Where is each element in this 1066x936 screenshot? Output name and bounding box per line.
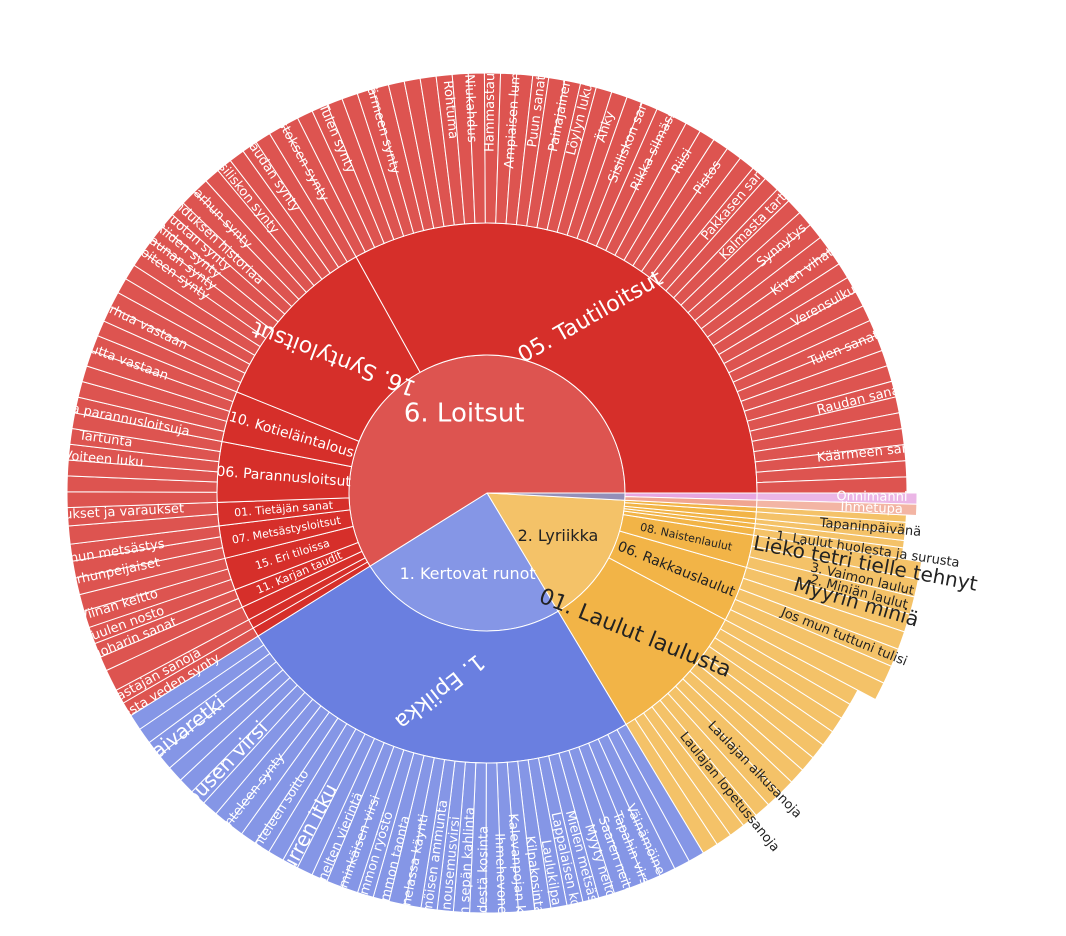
outer-label: Onnimanni — [836, 489, 907, 505]
slice-lyriikka-3-0[interactable] — [753, 527, 904, 560]
slice-lyriikka-2-2[interactable] — [745, 556, 916, 615]
outer-label: Hiiden sepän kahlinta — [456, 807, 478, 936]
outer-label: Hiidestä kosinta — [476, 826, 492, 930]
outer-label: Niukahdus — [461, 74, 479, 143]
outer-label: Voiteen luku — [63, 448, 144, 470]
ring-poems — [66, 72, 923, 914]
slice-lyriikka-1-4[interactable] — [724, 608, 885, 701]
slice-lyriikka-6-0[interactable] — [755, 511, 907, 534]
outer-label: Ihmetupa — [840, 500, 903, 517]
ring-subcategory — [216, 222, 758, 764]
slice-onnimanni-1-0[interactable] — [756, 499, 918, 517]
outer-label: Ihmehevonen — [491, 833, 509, 923]
outer-label: Rohtuma — [440, 80, 461, 140]
sector-label: 6. Loitsut — [404, 398, 525, 428]
ring-category — [348, 354, 626, 632]
outer-label: Hammastauti — [482, 64, 498, 152]
sector-label: 2. Lyriikka — [518, 526, 599, 545]
sector-label: 1. Kertovat runot — [400, 564, 536, 583]
